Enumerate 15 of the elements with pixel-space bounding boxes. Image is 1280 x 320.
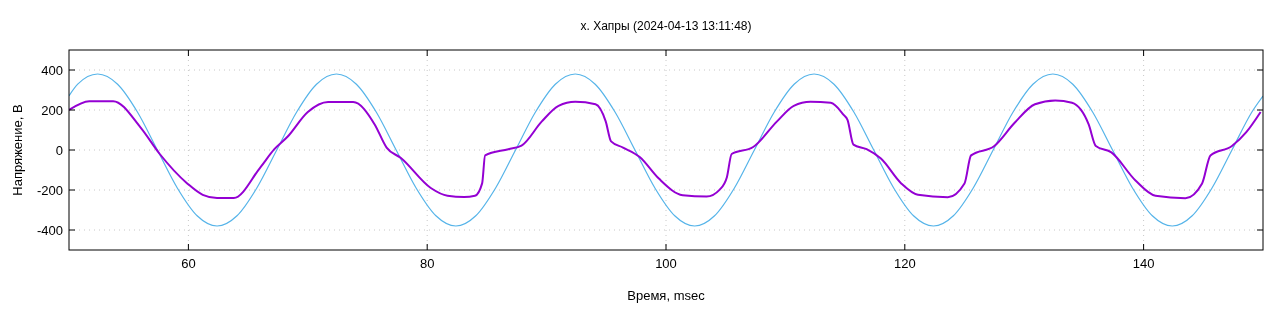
x-tick-label: 80 — [419, 256, 435, 271]
x-tick-label: 120 — [893, 256, 916, 271]
x-tick-label: 60 — [181, 256, 196, 271]
y-tick-label: 200 — [41, 102, 63, 118]
line-series — [69, 73, 1263, 227]
y-tick-label: 400 — [41, 62, 63, 78]
y-tick-label: 0 — [55, 142, 63, 158]
x-tick-label: 100 — [655, 256, 677, 271]
y-tick-label: -400 — [36, 222, 63, 238]
y-axis-title: Напряжение, В — [10, 104, 25, 196]
y-tick-label: -200 — [36, 182, 63, 198]
x-axis-title: Время, msec — [627, 288, 706, 303]
x-tick-label: 140 — [1132, 256, 1155, 271]
line-series — [69, 99, 1262, 200]
chart-title: х. Хапры (2024-04-13 13:11:48) — [580, 19, 752, 33]
